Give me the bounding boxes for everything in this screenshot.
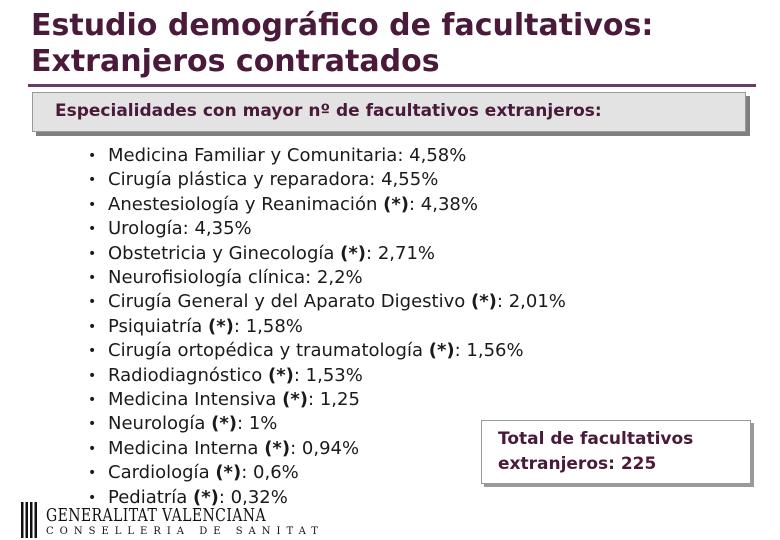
- specialty-percentage: 1,25: [319, 389, 360, 411]
- specialty-percentage: 4,38%: [420, 193, 478, 215]
- list-item: Pediatría (*): 0,32%: [88, 486, 566, 511]
- title-divider: [28, 84, 756, 87]
- specialty-name: Cirugía plástica y reparadora:: [108, 169, 376, 191]
- specialty-percentage: 0,94%: [301, 437, 360, 459]
- section-header: Especialidades con mayor nº de facultati…: [55, 101, 602, 121]
- total-line-2: extranjeros: 225: [498, 454, 657, 474]
- list-item: Cirugía plástica y reparadora: 4,55%: [88, 168, 566, 193]
- total-box: Total de facultativos extranjeros: 225: [481, 420, 751, 484]
- specialty-percentage: 1,56%: [466, 340, 524, 362]
- section-header-box: Especialidades con mayor nº de facultati…: [32, 92, 746, 132]
- specialty-name: Neurofisiología clínica:: [108, 267, 312, 289]
- title-line-1: Estudio demográfico de facultativos:: [31, 8, 654, 43]
- logo-name: GENERALITAT VALENCIANA: [46, 505, 266, 526]
- specialty-name: Medicina Interna: [108, 437, 259, 459]
- shield-stripes-icon: [21, 502, 37, 538]
- specialty-list: Medicina Familiar y Comunitaria: 4,58%Ci…: [88, 144, 566, 511]
- list-item: Neurofisiología clínica: 2,2%: [88, 266, 566, 291]
- asterisk-marker: (*): [471, 291, 497, 313]
- list-item: Medicina Intensiva (*): 1,25: [88, 388, 566, 413]
- list-item: Medicina Familiar y Comunitaria: 4,58%: [88, 144, 566, 169]
- specialty-name: Cardiología: [108, 462, 210, 484]
- specialty-percentage: 4,35%: [194, 218, 252, 240]
- asterisk-marker: (*): [208, 315, 234, 337]
- specialty-percentage: 1,53%: [305, 364, 363, 386]
- asterisk-marker: (*): [267, 364, 294, 386]
- specialty-name: Obstetricia y Ginecología: [108, 242, 335, 264]
- specialty-percentage: 2,71%: [377, 242, 436, 264]
- specialty-name: Neurología: [108, 413, 206, 435]
- list-item: Urología: 4,35%: [88, 217, 566, 242]
- specialty-percentage: 1%: [248, 413, 278, 435]
- specialty-percentage: 0,6%: [253, 462, 299, 484]
- total-text: Total de facultativos extranjeros: 225: [498, 427, 693, 477]
- list-item: Psiquiatría (*): 1,58%: [88, 315, 566, 340]
- list-item: Medicina Interna (*): 0,94%: [88, 437, 566, 462]
- list-item: Radiodiagnóstico (*): 1,53%: [88, 364, 566, 389]
- list-item: Neurología (*): 1%: [88, 412, 566, 437]
- specialty-name: Cirugía ortopédica y traumatología: [108, 340, 423, 362]
- specialty-name: Urología:: [108, 218, 189, 240]
- asterisk-marker: (*): [282, 389, 309, 411]
- specialty-name: Medicina Familiar y Comunitaria:: [108, 145, 404, 166]
- asterisk-marker: (*): [340, 242, 367, 264]
- list-item: Obstetricia y Ginecología (*): 2,71%: [88, 242, 566, 267]
- list-item: Cirugía General y del Aparato Digestivo …: [88, 290, 566, 315]
- specialty-percentage: 2,01%: [508, 291, 566, 313]
- list-item: Cirugía ortopédica y traumatología (*): …: [88, 339, 566, 364]
- title-line-2: Extranjeros contratados: [31, 44, 440, 79]
- asterisk-marker: (*): [264, 437, 291, 459]
- asterisk-marker: (*): [383, 193, 409, 215]
- specialty-percentage: 2,2%: [316, 267, 363, 289]
- asterisk-marker: (*): [215, 462, 242, 484]
- specialty-name: Cirugía General y del Aparato Digestivo: [108, 291, 466, 313]
- logo-subtitle: CONSELLERIA DE SANITAT: [46, 526, 324, 537]
- specialty-percentage: 4,55%: [381, 169, 439, 191]
- asterisk-marker: (*): [192, 486, 219, 508]
- asterisk-marker: (*): [428, 340, 455, 362]
- specialty-name: Medicina Intensiva: [108, 389, 277, 411]
- total-line-1: Total de facultativos: [498, 429, 694, 449]
- specialty-percentage: 4,58%: [409, 145, 467, 166]
- specialty-percentage: 1,58%: [245, 315, 303, 337]
- page-title: Estudio demográfico de facultativos: Ext…: [31, 8, 653, 80]
- specialty-name: Radiodiagnóstico: [108, 364, 263, 386]
- specialty-name: Psiquiatría: [108, 315, 203, 337]
- specialty-name: Anestesiología y Reanimación: [108, 193, 378, 215]
- list-item: Anestesiología y Reanimación (*): 4,38%: [88, 193, 566, 218]
- specialty-name: Pediatría: [108, 486, 188, 508]
- asterisk-marker: (*): [211, 413, 238, 435]
- list-item: Cardiología (*): 0,6%: [88, 461, 566, 486]
- specialty-percentage: 0,32%: [230, 486, 288, 508]
